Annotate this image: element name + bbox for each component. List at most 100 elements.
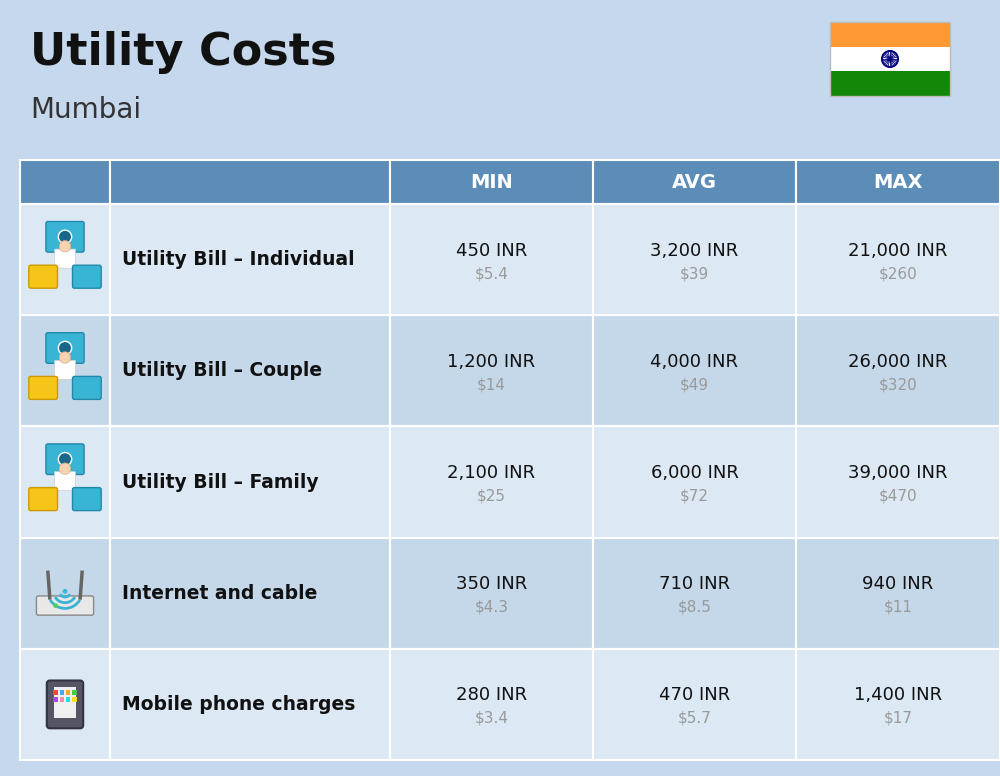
FancyBboxPatch shape [46, 333, 84, 363]
FancyBboxPatch shape [29, 376, 58, 400]
Circle shape [53, 603, 58, 608]
Text: 6,000 INR: 6,000 INR [651, 464, 738, 482]
Text: $5.7: $5.7 [678, 711, 711, 726]
Bar [593, 426, 796, 538]
Bar [53, 690, 58, 695]
Text: $49: $49 [680, 377, 709, 393]
FancyBboxPatch shape [29, 265, 58, 288]
FancyBboxPatch shape [72, 265, 101, 288]
Bar [390, 538, 593, 649]
Bar [796, 426, 1000, 538]
Bar [53, 698, 58, 702]
Text: Utility Bill – Couple: Utility Bill – Couple [122, 362, 322, 380]
Text: 21,000 INR: 21,000 INR [848, 241, 948, 260]
Text: MAX: MAX [873, 172, 923, 192]
FancyBboxPatch shape [72, 376, 101, 400]
FancyBboxPatch shape [54, 360, 76, 379]
Text: 470 INR: 470 INR [659, 687, 730, 705]
Text: 940 INR: 940 INR [862, 575, 934, 593]
Bar [593, 160, 796, 204]
Bar [110, 204, 390, 315]
Bar [390, 649, 593, 760]
Text: 350 INR: 350 INR [456, 575, 527, 593]
Text: 26,000 INR: 26,000 INR [848, 353, 948, 371]
Bar [66, 690, 70, 695]
Bar [796, 160, 1000, 204]
Bar [593, 315, 796, 426]
Bar [390, 160, 593, 204]
Circle shape [58, 341, 72, 355]
Text: 710 INR: 710 INR [659, 575, 730, 593]
Bar [110, 315, 390, 426]
Bar [830, 47, 950, 71]
Text: 1,200 INR: 1,200 INR [447, 353, 536, 371]
Text: Internet and cable: Internet and cable [122, 584, 317, 603]
Text: 2,100 INR: 2,100 INR [447, 464, 536, 482]
Text: $8.5: $8.5 [678, 600, 711, 615]
Circle shape [59, 352, 71, 363]
Text: $11: $11 [884, 600, 912, 615]
Text: $25: $25 [477, 489, 506, 504]
Bar [796, 315, 1000, 426]
Bar [60, 698, 64, 702]
Bar [20, 160, 110, 204]
Text: $320: $320 [879, 377, 917, 393]
Text: 1,400 INR: 1,400 INR [854, 687, 942, 705]
Bar [796, 538, 1000, 649]
Text: $39: $39 [680, 266, 709, 281]
Text: MIN: MIN [470, 172, 513, 192]
Text: $4.3: $4.3 [475, 600, 509, 615]
Bar [593, 204, 796, 315]
Bar [593, 649, 796, 760]
Bar [110, 649, 390, 760]
Bar [830, 71, 950, 96]
FancyBboxPatch shape [47, 681, 83, 729]
Text: $5.4: $5.4 [475, 266, 508, 281]
Text: $3.4: $3.4 [475, 711, 509, 726]
Bar [20, 204, 110, 315]
Bar [66, 698, 70, 702]
Bar [20, 426, 110, 538]
Circle shape [59, 241, 71, 252]
Bar [110, 426, 390, 538]
Bar [60, 690, 64, 695]
Bar [593, 538, 796, 649]
Bar [390, 204, 593, 315]
Bar [390, 426, 593, 538]
FancyBboxPatch shape [72, 487, 101, 511]
Text: $14: $14 [477, 377, 506, 393]
Text: Utility Bill – Family: Utility Bill – Family [122, 473, 319, 491]
Text: 39,000 INR: 39,000 INR [848, 464, 948, 482]
Text: AVG: AVG [672, 172, 717, 192]
Bar [72, 690, 77, 695]
Text: 450 INR: 450 INR [456, 241, 527, 260]
Text: 280 INR: 280 INR [456, 687, 527, 705]
Bar [20, 315, 110, 426]
FancyBboxPatch shape [36, 596, 94, 615]
Circle shape [58, 230, 72, 244]
Text: 4,000 INR: 4,000 INR [650, 353, 738, 371]
Bar [72, 698, 77, 702]
Bar [20, 538, 110, 649]
Text: $72: $72 [680, 489, 709, 504]
Bar [796, 649, 1000, 760]
Text: Utility Bill – Individual: Utility Bill – Individual [122, 250, 355, 269]
Circle shape [63, 589, 67, 594]
FancyBboxPatch shape [46, 444, 84, 474]
FancyBboxPatch shape [29, 487, 58, 511]
Bar [110, 538, 390, 649]
Text: $260: $260 [879, 266, 917, 281]
Text: Utility Costs: Utility Costs [30, 30, 336, 74]
Text: $17: $17 [884, 711, 912, 726]
Bar [20, 649, 110, 760]
Bar [54, 688, 76, 718]
Bar [796, 204, 1000, 315]
Circle shape [59, 463, 71, 474]
FancyBboxPatch shape [54, 472, 76, 490]
Text: $470: $470 [879, 489, 917, 504]
Bar [830, 22, 950, 96]
Bar [390, 315, 593, 426]
FancyBboxPatch shape [54, 249, 76, 268]
Circle shape [58, 452, 72, 466]
Text: Mumbai: Mumbai [30, 96, 141, 124]
